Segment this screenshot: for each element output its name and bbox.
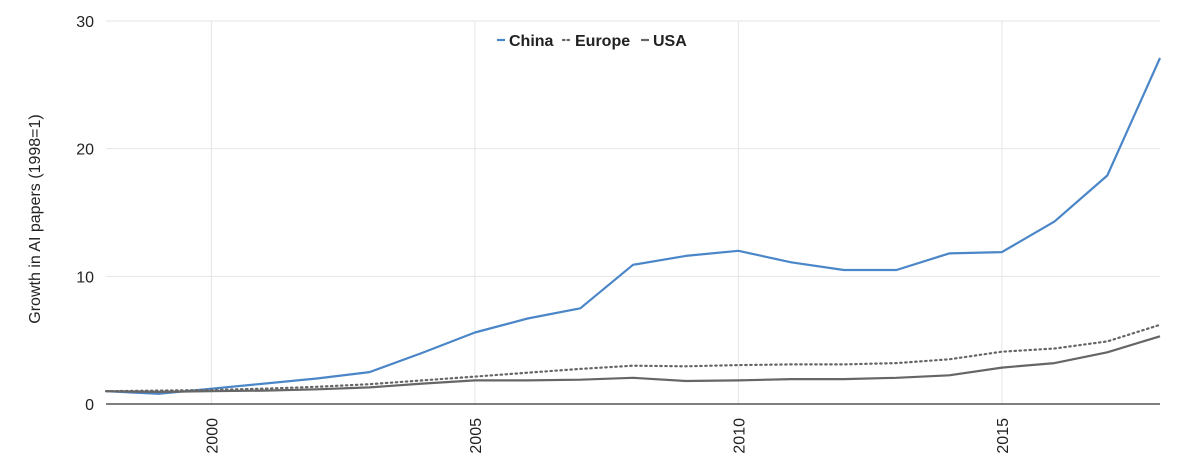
gridlines (106, 20, 1160, 404)
legend-label: USA (653, 33, 687, 50)
tick-labels: 0 10 20 30 2000 2005 2010 2015 (76, 14, 1012, 454)
y-tick-label: 30 (76, 14, 94, 31)
y-tick-label: 20 (76, 142, 94, 159)
y-tick-label: 10 (76, 269, 94, 286)
legend-label: China (509, 33, 554, 50)
legend-item-usa: USA (641, 33, 687, 50)
x-tick-label: 2015 (995, 418, 1012, 454)
x-tick-label: 2005 (468, 418, 485, 454)
series-line-usa (105, 335, 1161, 393)
legend-item-europe: Europe (561, 33, 630, 50)
legend: China Europe USA (497, 33, 687, 50)
series-lines (104, 57, 1162, 395)
series-line-europe (104, 323, 1162, 393)
y-tick-label: 0 (85, 397, 94, 414)
x-tick-label: 2010 (731, 418, 748, 454)
x-tick-label: 2000 (204, 418, 221, 454)
legend-item-china: China (497, 33, 554, 50)
y-axis-title: Growth in AI papers (1998=1) (27, 114, 44, 323)
legend-label: Europe (575, 33, 630, 50)
series-line-china (105, 57, 1162, 395)
